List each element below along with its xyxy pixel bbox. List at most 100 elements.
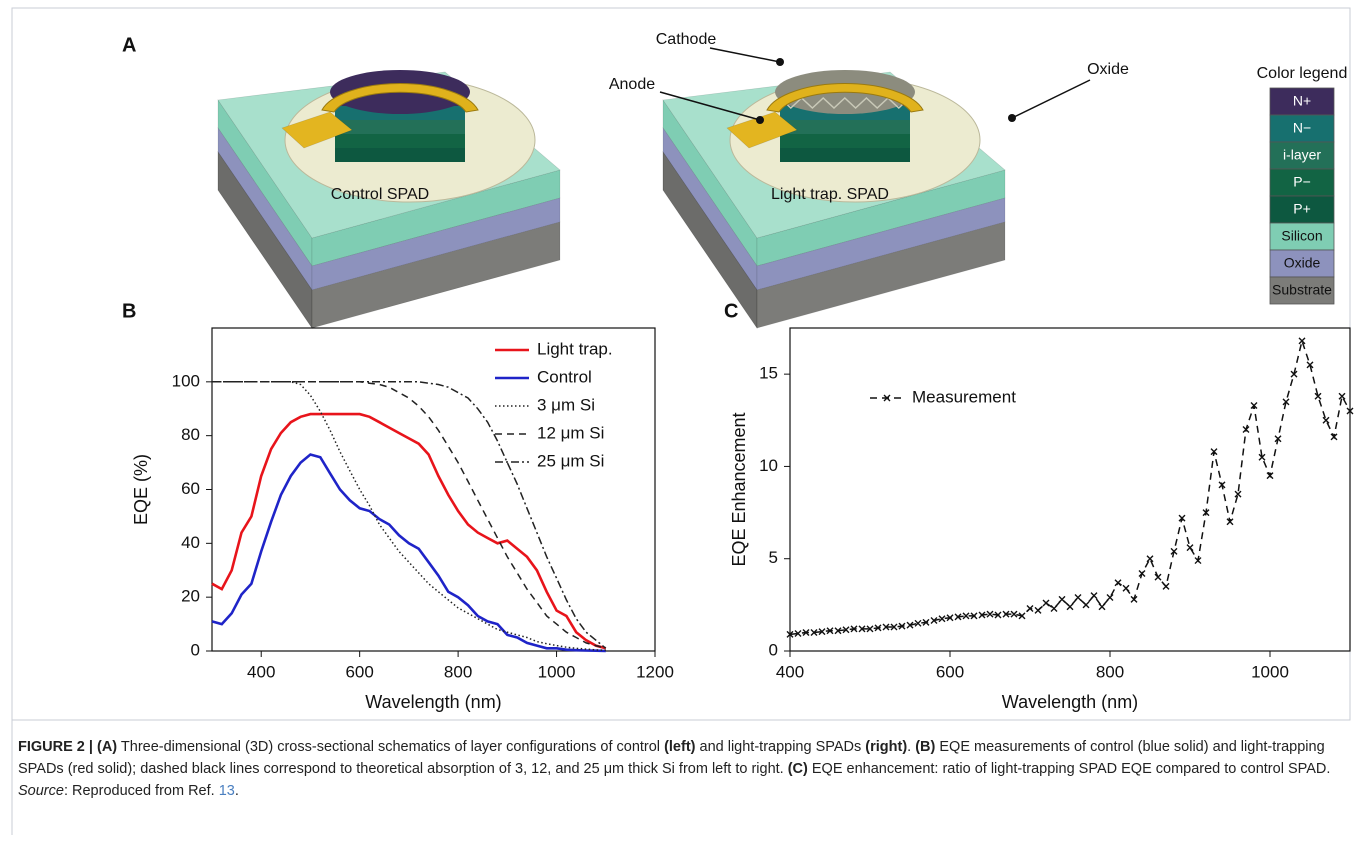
data-point [882,623,890,631]
x-tick-label: 400 [776,662,804,681]
legend-label: Oxide [1284,255,1321,271]
callout-dot [1008,114,1016,122]
caption-text: . [234,783,239,799]
x-axis-label: Wavelength (nm) [365,692,501,712]
device-label: Light trap. SPAD [771,186,889,203]
y-axis-label: EQE (%) [131,454,151,525]
caption-text: (B) [915,739,936,755]
data-point [794,629,802,637]
data-point [1146,555,1154,563]
x-tick-label: 800 [444,662,472,681]
data-point [1106,593,1114,601]
caption-text: (right) [865,739,908,755]
data-point [1258,453,1266,461]
x-tick-label: 1200 [636,662,674,681]
panel-letter: A [122,34,136,56]
data-point [1242,426,1250,434]
caption-text: and light-trapping SPADs [695,739,866,755]
data-point [866,625,874,633]
data-point [1178,514,1186,522]
legend-label: 25 μm Si [537,451,604,470]
data-point [978,611,986,619]
data-point [1210,448,1218,456]
legend-swatch [1269,141,1335,170]
caption-text: FIGURE 2 | (A) [18,739,118,755]
legend-label: Control [537,367,592,386]
data-point [1218,481,1226,489]
data-point [994,611,1002,619]
caption-text: EQE enhancement: ratio of light-trapping… [807,761,1331,777]
caption-text: . [907,739,916,755]
data-point [1050,605,1058,613]
x-tick-label: 400 [247,662,275,681]
data-point [834,627,842,635]
y-tick-label: 20 [181,587,200,606]
y-tick-label: 80 [181,425,200,444]
data-point [986,610,994,618]
legend-label: P− [1293,174,1311,190]
y-tick-label: 0 [191,640,200,659]
data-point [898,622,906,630]
data-point [1034,606,1042,614]
data-line [212,381,607,649]
data-point [1074,593,1082,601]
y-tick-label: 15 [759,364,778,383]
data-point [1194,557,1202,565]
callout-label: Anode [609,76,655,93]
data-point [930,617,938,625]
y-tick-label: 5 [769,548,778,567]
data-point [890,623,898,631]
data-point [1250,402,1258,410]
data-point [1170,547,1178,555]
data-point [1154,573,1162,581]
callout-dot [756,116,764,124]
caption-text: Three-dimensional (3D) cross-sectional s… [117,739,665,755]
data-point [1002,610,1010,618]
data-point [946,614,954,622]
x-axis-label: Wavelength (nm) [1002,692,1138,712]
data-point [1346,407,1354,415]
legend-label: 12 μm Si [537,423,604,442]
contact-ring [766,83,924,113]
data-point [1282,398,1290,406]
data-line [211,412,607,650]
legend-label: Silicon [1281,228,1322,244]
legend-label: i-layer [1283,147,1321,163]
data-line [211,453,606,653]
data-point [1290,370,1298,378]
data-point [1138,569,1146,577]
y-tick-label: 40 [181,533,200,552]
data-line [212,381,606,650]
data-point [1266,472,1274,480]
device-layer [335,148,465,162]
slab-shade [662,151,758,329]
data-point [1330,433,1338,441]
legend-swatch [1269,276,1335,305]
device-layer [335,134,465,148]
data-point [874,624,882,632]
caption-text: : Reproduced from Ref. [63,783,219,799]
data-point [1122,584,1130,592]
x-tick-label: 1000 [1251,662,1289,681]
caption-text[interactable]: 13 [218,783,235,799]
schematic [217,47,1335,329]
y-tick-label: 60 [181,479,200,498]
data-line [789,338,1351,636]
data-point [1298,337,1306,345]
data-point [1234,490,1242,498]
data-point [1082,601,1090,609]
caption-text: (C) [787,761,808,777]
panel-letter: B [122,300,136,322]
callout-dot [776,58,784,66]
legend-label: Substrate [1272,282,1332,298]
y-tick-label: 0 [769,640,778,659]
legend-swatch [1269,87,1335,116]
device-layer [780,134,910,148]
data-point [1338,392,1346,400]
data-point [962,612,970,620]
legend-swatch [1269,168,1335,197]
legend-marker [883,394,891,402]
x-tick-label: 800 [1096,662,1124,681]
